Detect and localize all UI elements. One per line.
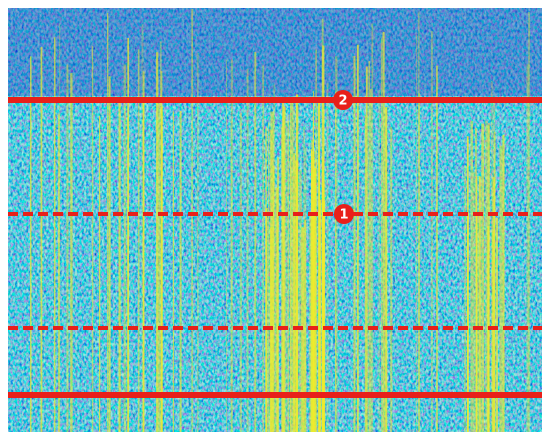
marker[interactable]: 2 [333,90,353,110]
marker-label: 2 [338,94,347,109]
marker-dot [334,204,354,224]
noise [8,8,542,432]
plot-area [8,8,542,432]
top-band [8,8,542,96]
stripes [30,8,530,432]
marker-label: 1 [339,208,348,223]
red-lines [8,97,542,398]
marker[interactable]: 1 [334,204,354,224]
marker-dot [333,90,353,110]
